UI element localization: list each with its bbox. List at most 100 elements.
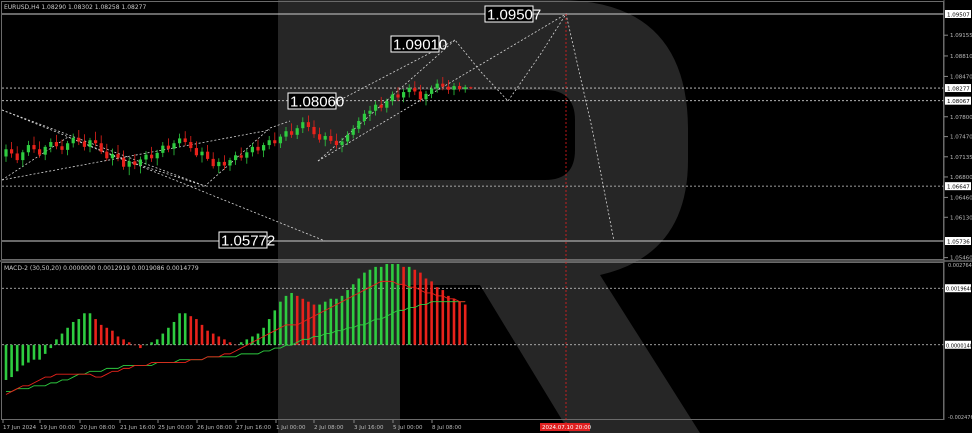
candle-body [94,140,98,144]
candle-body [306,122,310,127]
price-tick-label: 1.06647 [947,185,970,191]
candle-body [77,137,81,142]
time-tick-label: 21 Jun 16:00 [120,425,155,431]
price-tick-label: 1.06800 [950,175,972,181]
annotation-label: 1.09010 [393,37,447,54]
candle-body [155,152,159,159]
candle-body [295,128,299,135]
candle-body [138,159,142,165]
macd-tick-label: 0.0000140 [946,343,972,349]
candle-body [273,140,277,144]
candle-body [194,148,198,156]
price-axis: 1.09507 1.09155 1.08810 1.08470 1.08277 1.080… [943,0,972,421]
price-tick-label: 1.05460 [950,256,972,262]
price-tick-label: 1.07470 [950,135,972,141]
price-tag [945,84,971,93]
forecast-wave-lower [1,136,206,187]
price-levels [2,13,944,346]
candle-body [346,134,350,142]
candle-body [239,155,243,158]
candle-body [396,94,400,98]
annotation-label: 1.05772 [221,233,275,250]
candle-body [385,101,389,108]
trend-line-upper [1,129,271,181]
rf-logo-watermark [278,0,700,433]
candle-body [127,161,131,167]
price-tick-label: 1.06460 [950,195,972,201]
price-tag [945,96,971,105]
candle-body [250,146,254,153]
channel-upper [317,13,567,162]
candle-body [49,142,53,147]
candle-body [368,110,372,114]
time-axis: 17 Jun 2024 19 Jun 00:00 20 Jun 08:00 21 Ju… [2,420,592,431]
price-tag [945,10,971,18]
candle-body [43,146,47,155]
candle-body [334,140,338,146]
time-tick-label: 5 Jul 00:00 [393,425,423,431]
candle-body [446,86,450,90]
candle-body [424,93,428,100]
candle-body [402,92,406,98]
time-tick-label: 19 Jun 00:00 [40,425,75,431]
candle-body [413,87,417,92]
candle-body [161,145,165,153]
price-tick-label: 1.08810 [950,54,972,60]
price-annotations: 1.09507 1.09010 1.08060 1.05772 [218,5,541,250]
candle-body [407,87,411,93]
candle-body [284,131,288,137]
candle-body [217,161,221,167]
candle-body [144,154,148,160]
instrument-info: EURUSD,H4 1.08290 1.08302 1.08258 1.0827… [4,4,146,11]
forecast-wave-left [1,109,291,187]
candle-body [329,136,333,141]
candle-body [66,143,70,150]
candle-body [32,145,36,150]
candle-body [21,152,25,161]
candle-body [183,138,187,143]
candle-body [189,142,193,149]
candle-body [245,152,249,158]
candle-body [452,86,456,90]
candle-body [469,87,473,89]
candle-body [26,145,30,153]
candle-body [340,141,344,146]
candle-body [10,149,14,154]
candle-body [88,140,92,147]
candle-body [301,122,305,129]
annotation-box [390,35,440,53]
time-tick-label: 25 Jun 00:00 [158,425,193,431]
price-tick-label: 1.08470 [950,74,972,80]
candle-body [150,154,154,159]
price-tick-label: 1.08277 [947,87,970,93]
candle-body [318,134,322,140]
time-marker-label: 2024.07.10 20:00 [542,425,592,431]
candle-body [430,88,434,94]
candle-body [82,141,86,147]
candle-body [38,149,42,155]
candle-body [122,157,126,167]
macd-histogram [4,263,467,380]
candle-body [390,94,394,102]
macd-info: MACD-2 (30,50,20) 0.0000000 0.0012919 0.… [4,265,199,272]
candle-body [211,158,215,167]
time-tick-label: 2 Jul 08:00 [314,425,344,431]
candle-body [262,145,266,151]
price-tick-label: 1.09155 [950,33,972,39]
macd-tick-label: -0.0024767 [948,415,972,421]
candle-body [374,104,378,111]
candle-body [105,151,109,159]
macd-pane-border [1,262,944,420]
candle-body [458,86,462,90]
candle-body [116,154,120,158]
candle-body [267,140,271,146]
time-tick-label: 17 Jun 2024 [3,425,37,431]
candle-body [351,128,355,135]
candle-body [60,146,64,150]
annotation-box [287,92,337,110]
candle-body [178,138,182,144]
macd-tick-label: 0.0019640 [946,287,972,293]
time-tick-label: 1 Jul 00:00 [276,425,306,431]
candle-body [133,161,137,165]
